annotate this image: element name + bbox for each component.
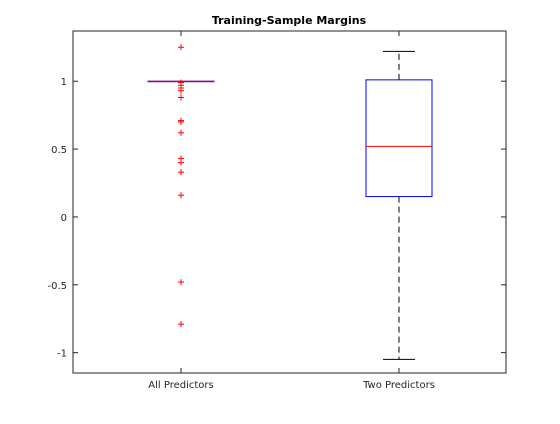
- x-category-label: Two Predictors: [362, 380, 435, 391]
- chart-title: Training-Sample Margins: [212, 14, 367, 27]
- outlier-point: [178, 192, 184, 199]
- y-tick-label: 1: [61, 77, 67, 88]
- outlier-point: [178, 129, 184, 136]
- outlier-point: [178, 44, 184, 51]
- y-tick-label: -0.5: [47, 281, 67, 292]
- outlier-point: [178, 118, 184, 125]
- outlier-point: [178, 159, 184, 166]
- plot-area: -1 -0.5 0 0.5 1 All Predictors Two Predictors: [47, 31, 506, 391]
- y-tick-label: -1: [57, 349, 67, 360]
- outlier-point: [178, 169, 184, 176]
- x-category-label: All Predictors: [148, 380, 213, 391]
- y-tick-label: 0: [61, 213, 67, 224]
- outlier-point: [178, 321, 184, 328]
- outlier-point: [178, 94, 184, 101]
- box-iqr: [365, 79, 433, 198]
- outlier-point: [178, 279, 184, 286]
- y-tick-label: 0.5: [51, 145, 67, 156]
- outlier-point: [178, 87, 184, 94]
- axes-box: [72, 30, 507, 374]
